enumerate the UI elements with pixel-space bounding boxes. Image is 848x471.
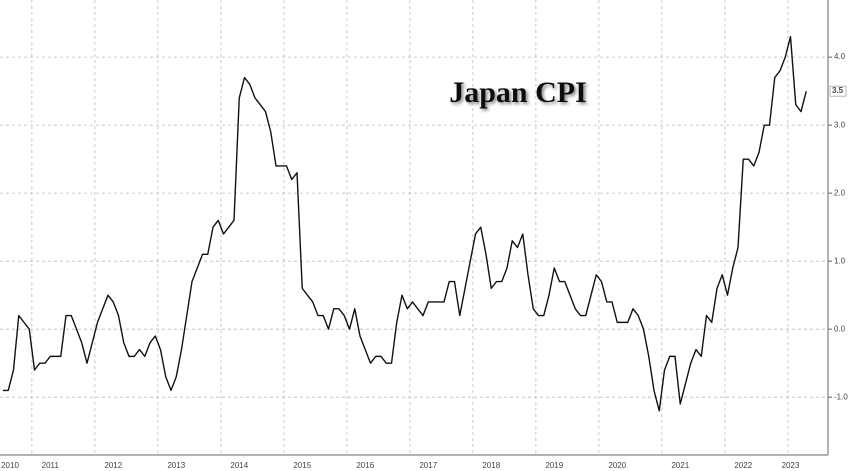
last-value-label: 3.5 bbox=[832, 86, 844, 95]
x-tick-label: 2018 bbox=[482, 461, 500, 470]
x-tick-label: 2016 bbox=[356, 461, 374, 470]
last-value-box bbox=[829, 85, 847, 97]
chart-title: Japan CPI bbox=[449, 76, 587, 109]
x-tick-label: 2020 bbox=[608, 461, 626, 470]
x-tick-label: 2012 bbox=[104, 461, 122, 470]
y-tick-label: 0.0 bbox=[834, 324, 846, 333]
y-tick-label: 1.0 bbox=[834, 256, 846, 265]
line-series bbox=[3, 36, 807, 412]
y-tick-label: 4.0 bbox=[834, 52, 846, 61]
x-tick-label: 2011 bbox=[42, 461, 60, 470]
x-tick-label: 2010 bbox=[1, 461, 19, 470]
x-tick-label: 2013 bbox=[167, 461, 185, 470]
y-tick-label: 2.0 bbox=[834, 188, 846, 197]
x-tick-label: 2023 bbox=[782, 461, 800, 470]
y-tick-label: -1.0 bbox=[834, 392, 848, 401]
x-tick-label: 2014 bbox=[230, 461, 248, 470]
x-tick-label: 2015 bbox=[293, 461, 311, 470]
x-tick-label: 2017 bbox=[419, 461, 437, 470]
plot-area bbox=[0, 0, 828, 455]
x-tick-label: 2021 bbox=[671, 461, 689, 470]
y-tick-label: 3.0 bbox=[834, 120, 846, 129]
x-tick-label: 2022 bbox=[734, 461, 752, 470]
x-tick-label: 2019 bbox=[545, 461, 563, 470]
